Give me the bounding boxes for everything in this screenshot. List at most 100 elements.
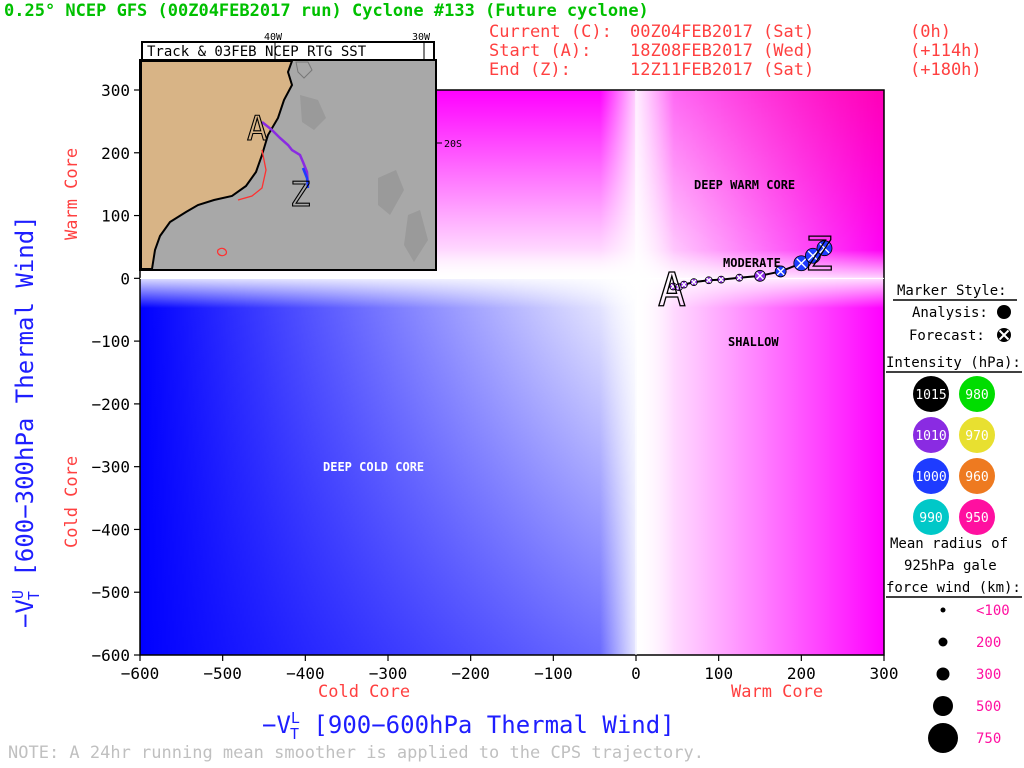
end-offset: (+180h)	[910, 60, 982, 80]
track-point	[689, 278, 698, 287]
intensity-swatch-label: 960	[965, 470, 988, 485]
legend-analysis-label: Analysis:	[912, 305, 988, 321]
start-label: Start (A):	[489, 41, 591, 61]
track-point	[774, 265, 787, 278]
track-point	[735, 273, 744, 282]
end-label: End (Z):	[489, 60, 571, 80]
y-tick-label: −200	[91, 395, 130, 414]
track-point	[669, 282, 678, 291]
x-tick-label: −500	[203, 664, 242, 683]
track-point-cross	[670, 283, 676, 290]
x-tick-label: 100	[704, 664, 733, 683]
intensity-swatch	[959, 499, 995, 535]
intensity-swatch	[913, 499, 949, 535]
x-tick-label: 200	[787, 664, 816, 683]
track-point	[793, 255, 810, 272]
y-side-label-cold: Cold Core	[62, 456, 82, 548]
region-deep-cold-core: DEEP COLD CORE	[323, 460, 424, 474]
legend-marker-style-title: Marker Style:	[897, 283, 1007, 299]
track-point	[754, 269, 766, 282]
track-point	[704, 276, 713, 285]
radius-swatch	[938, 637, 948, 647]
x-tick-label: 0	[631, 664, 641, 683]
radius-swatch-label: <100	[976, 603, 1010, 619]
intensity-swatch-label: 1000	[915, 470, 946, 485]
intensity-swatch-label: 950	[965, 511, 988, 526]
legend-forecast-label: Forecast:	[909, 328, 985, 344]
track-end-letter: Z	[805, 227, 833, 281]
intensity-swatch-label: 990	[919, 511, 942, 526]
footer-note: NOTE: A 24hr running mean smoother is ap…	[8, 743, 704, 763]
region-moderate: MODERATE	[723, 256, 781, 270]
x-tick-label: 300	[870, 664, 899, 683]
inset-lon-30w: 30W	[412, 32, 431, 43]
chart-title: 0.25° NCEP GFS (00Z04FEB2017 run) Cyclon…	[4, 1, 649, 21]
y-tick-label: −100	[91, 332, 130, 351]
track-point-cross	[736, 275, 742, 281]
radius-swatch	[933, 696, 953, 716]
intensity-swatch	[959, 376, 995, 412]
track-point-cross	[691, 279, 697, 285]
legend-radius-title-3: force wind (km):	[886, 580, 1021, 596]
intensity-swatch	[913, 458, 949, 494]
intensity-swatch-label: 970	[965, 429, 988, 444]
y-tick-label: −600	[91, 646, 130, 665]
radius-swatch-label: 500	[976, 699, 1001, 715]
legend-forecast-marker	[997, 328, 1011, 342]
radius-swatch-label: 300	[976, 667, 1001, 683]
intensity-swatch-label: 1010	[915, 429, 946, 444]
inset-lat-20s: 20S	[444, 139, 462, 150]
y-tick-label: 0	[120, 269, 130, 288]
legend-radius-title-2: 925hPa gale	[904, 558, 997, 574]
x-side-label-cold: Cold Core	[318, 682, 410, 702]
track-point-cross	[819, 243, 830, 254]
inset-sst-contour	[216, 149, 267, 257]
track-point-cross	[796, 258, 807, 269]
y-tick-label: −500	[91, 583, 130, 602]
intensity-swatch	[913, 417, 949, 453]
inset-title: Track & 03FEB NCEP RTG SST	[147, 44, 367, 60]
axes: −600 −500 −400 −300 −200 −100 0 100 200 300 −600 −5…	[91, 81, 898, 683]
radius-swatch	[936, 667, 950, 681]
inset-map: A Z Track & 03FEB NCEP RTG SST 40W 30W 2…	[139, 32, 462, 271]
track-point-cross	[807, 250, 819, 261]
intensity-legend: 1015 980 1010 970 1000 960 990 950	[913, 376, 995, 535]
start-offset: (+114h)	[910, 41, 982, 61]
x-tick-label: −600	[121, 664, 160, 683]
inset-track-end	[301, 167, 310, 189]
radius-swatch-label: 750	[976, 731, 1001, 747]
y-tick-label: −400	[91, 520, 130, 539]
track-point-cross	[706, 277, 712, 283]
intensity-swatch	[959, 417, 995, 453]
y-side-label-warm: Warm Core	[62, 148, 82, 240]
y-tick-label: 300	[101, 81, 130, 100]
x-tick-label: −300	[369, 664, 408, 683]
radius-legend: <100 200 300 500 750	[928, 603, 1010, 753]
intensity-swatch	[959, 458, 995, 494]
y-axis-label: −VUT [600−300hPa Thermal Wind]	[9, 215, 43, 628]
track-point	[805, 247, 821, 264]
radius-swatch	[928, 723, 958, 753]
track-point-cross	[718, 276, 724, 283]
inset-shelf	[300, 95, 428, 262]
time-info: Current (C): 00Z04FEB2017 (Sat) (0h) Sta…	[489, 22, 982, 80]
track-point-cross	[681, 281, 687, 288]
plot-frame	[139, 89, 885, 656]
x-tick-label: −400	[286, 664, 325, 683]
plot-background	[140, 90, 884, 655]
x-side-label-warm: Warm Core	[731, 682, 823, 702]
intensity-swatch	[913, 376, 949, 412]
region-deep-warm-core: DEEP WARM CORE	[694, 178, 795, 192]
inset-start-letter: A	[247, 109, 267, 149]
y-tick-label: 200	[101, 144, 130, 163]
end-time: 12Z11FEB2017 (Sat)	[630, 60, 814, 80]
current-time: 00Z04FEB2017 (Sat)	[630, 22, 814, 42]
intensity-swatch-label: 980	[965, 388, 988, 403]
legend: Marker Style: Analysis: Forecast: Intens…	[886, 283, 1022, 753]
region-shallow: SHALLOW	[728, 335, 779, 349]
y-tick-label: −300	[91, 458, 130, 477]
inset-lon-40w: 40W	[264, 32, 283, 43]
intensity-swatch-label: 1015	[915, 388, 946, 403]
current-offset: (0h)	[910, 22, 951, 42]
